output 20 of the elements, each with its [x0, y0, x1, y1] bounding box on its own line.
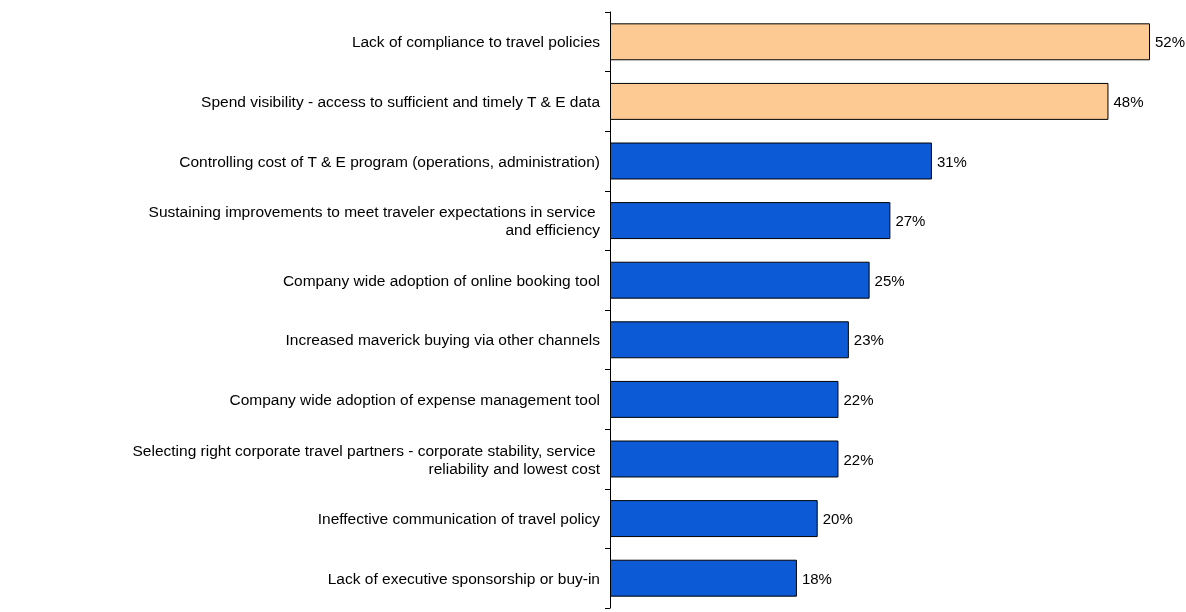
y-tick-label: Spend visibility - access to sufficient and timely T & E data [201, 92, 601, 110]
data-label: 48% [1113, 92, 1144, 110]
y-tick-label: Lack of executive sponsorship or buy-in [327, 569, 600, 587]
data-label: 22% [843, 450, 874, 468]
data-label: 23% [853, 331, 884, 349]
y-tick-label: Company wide adoption of expense management tool [229, 390, 600, 408]
y-tick-label: Company wide adoption of online booking tool [282, 271, 600, 289]
y-tick-label: Lack of compliance to travel policies [351, 33, 601, 51]
y-tick-label: Increased maverick buying via other channels [285, 331, 601, 349]
y-tick-label: Ineffective communication of travel policy [317, 510, 601, 528]
data-label: 27% [895, 212, 926, 230]
data-label: 20% [822, 510, 853, 528]
y-tick-label: Sustaining improvements to meet traveler expectations in service and efficiency [148, 203, 601, 239]
data-label: 25% [874, 271, 905, 289]
data-label: 52% [1155, 33, 1186, 51]
y-tick-label: Selecting right corporate travel partners - corporate stability, service reliability and lowest cost [132, 441, 601, 477]
y-tick-label: Controlling cost of T & E program (operations, administration) [179, 152, 600, 170]
data-label: 18% [801, 569, 832, 587]
data-label: 22% [843, 390, 874, 408]
data-label: 31% [936, 152, 967, 170]
